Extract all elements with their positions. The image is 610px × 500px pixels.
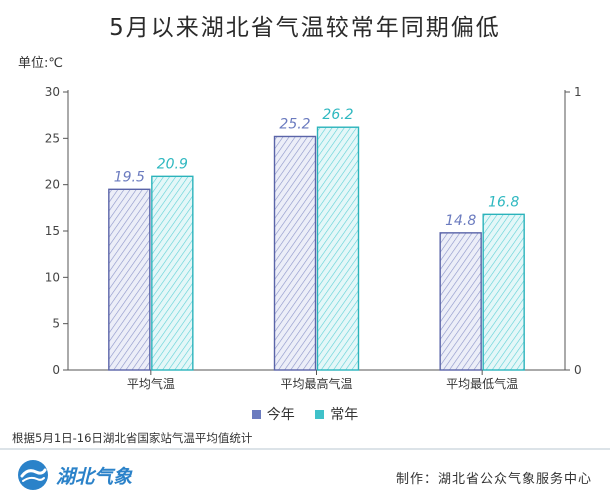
data-label-normal: 26.2 (322, 107, 353, 123)
data-label-this-year: 19.5 (114, 169, 145, 185)
legend-swatch-this-year (251, 409, 261, 419)
legend: 今年 常年 (0, 404, 610, 424)
y-tick-label: 25 (45, 131, 60, 145)
data-label-this-year: 25.2 (279, 116, 310, 132)
logo: 湖北气象 (16, 458, 132, 492)
legend-item-this-year: 今年 (251, 404, 295, 424)
bar-this-year (439, 232, 482, 371)
x-tick-label: 平均最高气温 (280, 376, 352, 391)
y-tick-label: 0 (52, 363, 60, 377)
data-label-normal: 20.9 (157, 156, 188, 172)
bar-this-year (273, 135, 317, 371)
bar-this-year (108, 188, 151, 371)
bar-chart: 0 5 10 15 20 25 30 0 1 平均气温 平均最高气温 平均最低气温 19.5 20.9 2… (45, 85, 582, 391)
y-tick-label: 20 (45, 178, 60, 192)
unit-label: 单位:℃ (18, 56, 63, 71)
y-tick-label: 15 (45, 224, 60, 238)
x-tick-label: 平均气温 (127, 376, 175, 391)
footer: 湖北气象 制作：湖北省公众气象服务中心 (0, 450, 610, 500)
data-source-note: 根据5月1日-16日湖北省国家站气温平均值统计 (12, 431, 253, 445)
y-tick-label: 5 (52, 317, 60, 331)
y2-tick-label: 1 (574, 85, 582, 99)
y-tick-label: 10 (45, 270, 60, 284)
weather-logo-icon (18, 460, 48, 490)
logo-text: 湖北气象 (56, 465, 133, 488)
bar-normal (482, 213, 525, 371)
data-label-this-year: 14.8 (445, 213, 476, 229)
x-tick-label: 平均最低气温 (446, 376, 518, 391)
legend-item-normal: 常年 (315, 404, 358, 424)
y2-tick-label: 0 (574, 363, 582, 377)
y-tick-label: 30 (45, 85, 60, 99)
chart-title: 5月以来湖北省气温较常年同期偏低 (109, 15, 501, 41)
bar-normal (151, 175, 194, 371)
legend-label-normal: 常年 (330, 407, 359, 423)
legend-swatch-normal (315, 409, 325, 419)
bar-normal (316, 126, 360, 371)
footer-divider (0, 448, 610, 450)
maker-credit: 制作：湖北省公众气象服务中心 (395, 472, 592, 487)
legend-label-this-year: 今年 (266, 407, 295, 423)
data-label-normal: 16.8 (488, 194, 519, 210)
